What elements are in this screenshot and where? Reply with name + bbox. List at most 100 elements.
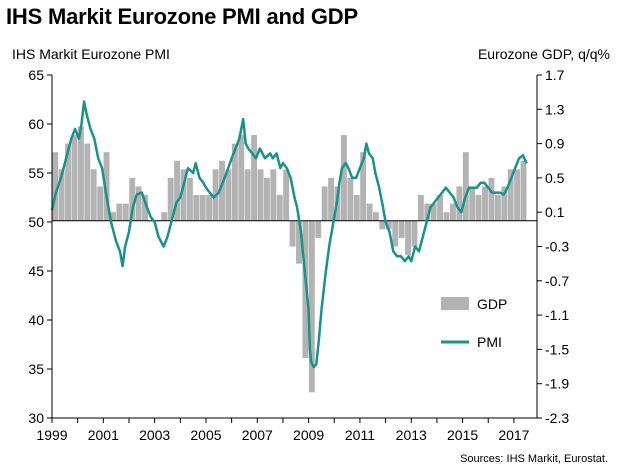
gdp-bar <box>296 220 302 264</box>
left-tick-label: 50 <box>28 214 44 230</box>
pmi-line <box>50 100 528 369</box>
gdp-bar <box>398 220 405 238</box>
gdp-bar <box>129 177 136 221</box>
gdp-bar <box>360 152 367 221</box>
gdp-bar <box>321 186 328 221</box>
gdp-bar <box>52 152 59 221</box>
gdp-bar <box>167 177 174 221</box>
gdp-bar <box>71 135 78 221</box>
gdp-bar <box>456 186 463 221</box>
gdp-bar <box>462 152 469 221</box>
gdp-bar <box>353 195 360 221</box>
x-tick-label: 2015 <box>447 427 478 443</box>
gdp-bar <box>437 195 444 221</box>
right-tick-label: -1.9 <box>545 376 569 392</box>
gdp-bar <box>238 135 245 221</box>
x-tick-label: 2011 <box>345 427 375 443</box>
gdp-bar <box>514 169 521 221</box>
right-tick-label: -0.7 <box>545 273 569 289</box>
right-tick-label: -1.5 <box>545 341 569 357</box>
gdp-bar <box>411 220 418 247</box>
x-tick-label: 2007 <box>242 427 273 443</box>
gdp-bar <box>97 186 104 221</box>
right-tick-label: 1.3 <box>545 101 565 117</box>
legend-gdp-swatch <box>441 297 469 310</box>
right-tick-label: 0.1 <box>545 204 565 220</box>
left-tick-label: 30 <box>28 410 44 426</box>
x-tick-label: 2017 <box>498 427 529 443</box>
gdp-bar <box>373 212 379 221</box>
gdp-bar <box>84 143 91 221</box>
gdp-bar <box>283 169 290 221</box>
gdp-bar <box>520 160 527 221</box>
gdp-bar <box>122 203 129 221</box>
right-tick-label: 0.9 <box>545 136 565 152</box>
gdp-bar <box>475 195 482 221</box>
left-tick-label: 35 <box>28 361 44 377</box>
gdp-bar <box>366 203 373 221</box>
gdp-bar <box>135 186 142 221</box>
right-tick-label: 1.7 <box>545 67 565 83</box>
gdp-bar <box>225 169 232 221</box>
gdp-bar <box>494 195 501 221</box>
right-tick-label: -0.3 <box>545 239 569 255</box>
right-tick-label: 0.5 <box>545 170 565 186</box>
legend-gdp-label: GDP <box>477 296 507 312</box>
right-axis-title: Eurozone GDP, q/q% <box>477 46 610 62</box>
gdp-bar <box>482 186 488 221</box>
gdp-bar <box>430 203 437 221</box>
gdp-bar <box>142 195 148 221</box>
gdp-bar <box>199 195 206 221</box>
left-tick-label: 65 <box>28 67 44 83</box>
gdp-bar <box>276 195 283 221</box>
gdp-bar <box>251 135 258 221</box>
gdp-bar <box>174 160 181 221</box>
gdp-bar <box>424 203 431 221</box>
gdp-bar <box>308 220 315 393</box>
gdp-bar <box>206 195 213 221</box>
gdp-bar <box>58 169 65 221</box>
gdp-bar <box>263 177 270 221</box>
gdp-bar <box>417 195 424 221</box>
gdp-bar <box>289 220 296 247</box>
gdp-bar <box>65 143 71 221</box>
gdp-bar <box>488 177 495 221</box>
right-tick-label: -1.1 <box>545 307 569 323</box>
source-note: Sources: IHS Markit, Eurostat. <box>460 453 608 465</box>
gdp-bar <box>244 169 251 221</box>
x-tick-label: 1999 <box>36 427 67 443</box>
gdp-bar <box>103 152 110 221</box>
x-tick-label: 2005 <box>190 427 221 443</box>
x-tick-label: 2013 <box>396 427 427 443</box>
gdp-bar <box>392 220 399 247</box>
left-tick-label: 55 <box>28 165 44 181</box>
gdp-bar <box>501 186 508 221</box>
gdp-bar <box>186 177 193 221</box>
right-tick-label: -2.3 <box>545 410 569 426</box>
legend-pmi-label: PMI <box>477 334 502 350</box>
gdp-bar <box>109 212 116 221</box>
gdp-bar <box>180 169 187 221</box>
chart-title: IHS Markit Eurozone PMI and GDP <box>6 4 358 29</box>
gdp-bar <box>315 220 322 238</box>
gdp-bar <box>231 143 238 221</box>
left-tick-label: 60 <box>28 116 44 132</box>
gdp-bar <box>405 220 411 256</box>
gdp-bar <box>90 169 97 221</box>
gdp-bar <box>77 126 84 221</box>
gdp-bar <box>385 220 392 230</box>
gdp-bar <box>443 212 450 221</box>
x-tick-label: 2009 <box>293 427 324 443</box>
left-axis-title: IHS Markit Eurozone PMI <box>12 46 170 62</box>
gdp-bar <box>347 177 354 221</box>
gdp-bar <box>450 203 456 221</box>
gdp-bar <box>340 135 347 221</box>
gdp-bar <box>161 212 168 221</box>
x-tick-label: 2001 <box>88 427 119 443</box>
gdp-bar <box>328 177 335 221</box>
gdp-bar <box>270 169 277 221</box>
gdp-bar <box>469 186 476 221</box>
gdp-bar <box>507 169 514 221</box>
